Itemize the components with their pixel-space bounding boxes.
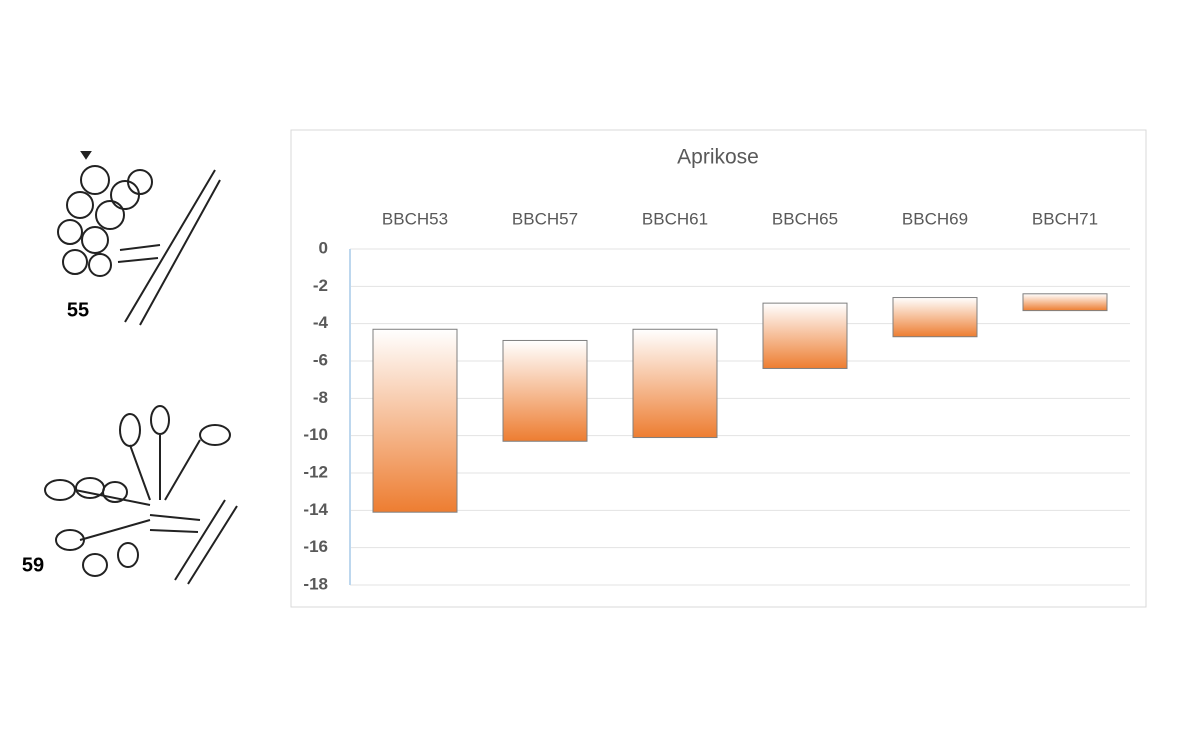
y-tick-label: -6	[313, 350, 328, 369]
y-tick-label: -16	[303, 537, 328, 556]
figure-label: 55	[67, 299, 89, 321]
bar	[892, 297, 978, 338]
y-tick-label: -8	[313, 388, 328, 407]
x-tick-label: BBCH61	[642, 209, 708, 228]
bar	[632, 328, 718, 439]
illustration-59	[44, 405, 238, 585]
y-tick-label: -18	[303, 574, 328, 593]
y-tick-label: -12	[303, 462, 328, 481]
y-tick-label: 0	[319, 238, 328, 257]
y-tick-label: -2	[313, 276, 328, 295]
bar	[762, 302, 848, 369]
figure-label: 59	[22, 554, 44, 576]
y-tick-label: -4	[313, 313, 329, 332]
bar	[372, 328, 458, 513]
y-tick-label: -14	[303, 500, 328, 519]
bar	[1022, 293, 1108, 312]
x-tick-label: BBCH65	[772, 209, 838, 228]
bar	[502, 339, 588, 442]
x-tick-label: BBCH71	[1032, 209, 1098, 228]
x-tick-label: BBCH57	[512, 209, 578, 228]
y-tick-label: -10	[303, 425, 328, 444]
chart-title: Aprikose	[677, 146, 759, 169]
x-tick-label: BBCH69	[902, 209, 968, 228]
x-tick-label: BBCH53	[382, 209, 448, 228]
illustration-55	[57, 151, 221, 326]
plot: 0 -2 -4 -6 -8 -10 -12 -14 -16 -18 BBCH53 BBCH57 BBCH…	[303, 209, 1130, 593]
